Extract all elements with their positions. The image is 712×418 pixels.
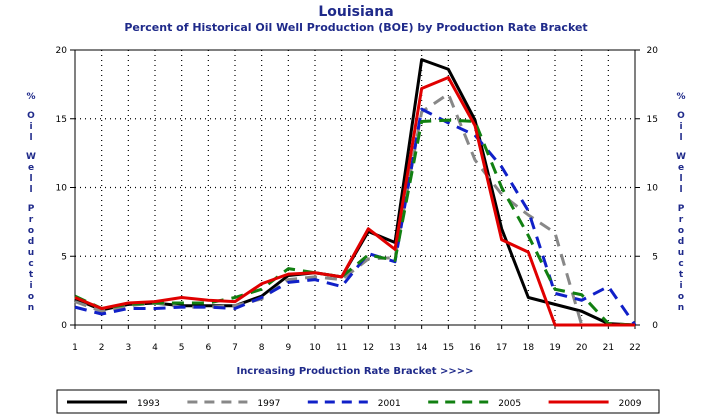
y-axis-label-right-char: o [678, 292, 684, 302]
series-line-2001 [74, 107, 637, 326]
x-tick-label: 9 [285, 343, 291, 353]
y-tick-label-left: 5 [61, 252, 67, 262]
x-tick-label: 20 [576, 343, 588, 353]
y-axis-label-left-char: r [29, 215, 34, 225]
legend-box [56, 389, 660, 414]
x-tick-label: 12 [363, 343, 374, 353]
x-tick-label: 14 [416, 343, 428, 353]
x-tick-label: 15 [443, 343, 454, 353]
y-axis-label-left-char: t [29, 270, 34, 280]
legend-label-2009: 2009 [619, 399, 642, 409]
x-tick-label: 3 [125, 343, 131, 353]
y-axis-label-right-char: P [678, 204, 685, 214]
x-tick-label: 5 [179, 343, 185, 353]
y-axis-label-left-char: O [27, 111, 35, 121]
y-axis-label-left-char: P [28, 204, 35, 214]
y-axis-label-left-char: o [28, 292, 34, 302]
y-axis-label-right-char: c [678, 259, 683, 269]
y-axis-label-right-char: e [678, 163, 684, 173]
y-axis-label-left-char: i [29, 281, 32, 291]
x-tick-label: 18 [523, 343, 535, 353]
y-axis-label-right-char: % [676, 92, 685, 102]
x-tick-label: 21 [603, 343, 614, 353]
legend: 1993 1997 2001 2005 2009 [67, 399, 642, 409]
series-lines [74, 58, 637, 327]
y-tick-label-left: 0 [61, 321, 67, 331]
axis-ticks: 1 2 3 4 5 6 7 8 9 10 11 12 13 14 15 16 17 18 19 20 21 220 05 51… [56, 46, 659, 353]
y-axis-label-right-char: l [679, 185, 682, 195]
y-axis-label-right-char: o [678, 226, 684, 236]
series-line-1997 [74, 92, 635, 327]
y-tick-label-left: 10 [56, 184, 68, 194]
y-axis-label-left-char: l [29, 174, 32, 184]
x-tick-label: 22 [629, 343, 640, 353]
y-axis-label-left-char: % [26, 92, 35, 102]
y-tick-label-right: 10 [647, 184, 659, 194]
y-axis-label-right-char: d [678, 237, 684, 247]
y-axis-label-right-char: l [679, 133, 682, 143]
y-axis-label-right-char: t [679, 270, 684, 280]
x-tick-label: 6 [205, 343, 211, 353]
y-axis-label-right-char: l [679, 174, 682, 184]
y-axis-label-left-char: o [28, 226, 34, 236]
x-tick-label: 8 [259, 343, 265, 353]
x-tick-label: 16 [469, 343, 481, 353]
chart-subtitle: Percent of Historical Oil Well Productio… [124, 21, 587, 34]
y-axis-label-right-char: i [679, 122, 682, 132]
y-tick-label-right: 15 [647, 115, 658, 125]
y-axis-label-left-char: d [28, 237, 34, 247]
y-tick-label-right: 5 [652, 252, 658, 262]
y-axis-label-left-char: e [28, 163, 34, 173]
y-axis-label-left-char: W [26, 152, 36, 162]
x-tick-label: 17 [496, 343, 507, 353]
y-tick-label-left: 15 [56, 115, 67, 125]
x-axis-label: Increasing Production Rate Bracket >>>> [236, 366, 473, 377]
y-axis-label-right-char: r [679, 215, 684, 225]
y-axis-label-right-char: n [678, 303, 684, 313]
y-axis-label-right-char: O [677, 111, 685, 121]
legend-label-2005: 2005 [498, 399, 521, 409]
x-tick-label: 11 [336, 343, 347, 353]
x-tick-label: 19 [549, 343, 561, 353]
x-tick-label: 7 [232, 343, 238, 353]
legend-label-1993: 1993 [137, 399, 160, 409]
y-axis-label-left-char: n [28, 303, 34, 313]
y-axis-label-left-char: l [29, 185, 32, 195]
legend-label-2001: 2001 [378, 399, 401, 409]
y-axis-label-left-char: c [28, 259, 33, 269]
y-axis-label-right-char: W [676, 152, 686, 162]
y-axis-label-left-char: u [28, 248, 34, 258]
x-tick-label: 10 [309, 343, 321, 353]
x-tick-label: 4 [152, 343, 158, 353]
series-line-2009 [74, 76, 635, 327]
y-tick-label-left: 20 [56, 46, 68, 56]
series-line-2005 [74, 118, 636, 327]
y-axis-label-left-char: l [29, 133, 32, 143]
legend-label-1997: 1997 [257, 399, 280, 409]
y-axis-label-left-char: i [29, 122, 32, 132]
x-tick-label: 2 [99, 343, 105, 353]
y-tick-label-right: 20 [647, 46, 659, 56]
y-axis-label-right-char: u [678, 248, 684, 258]
x-tick-label: 1 [72, 343, 78, 353]
chart-title: Louisiana [318, 4, 393, 20]
y-tick-label-right: 0 [652, 321, 658, 331]
x-tick-label: 13 [389, 343, 400, 353]
y-axis-label-right-char: i [679, 281, 682, 291]
